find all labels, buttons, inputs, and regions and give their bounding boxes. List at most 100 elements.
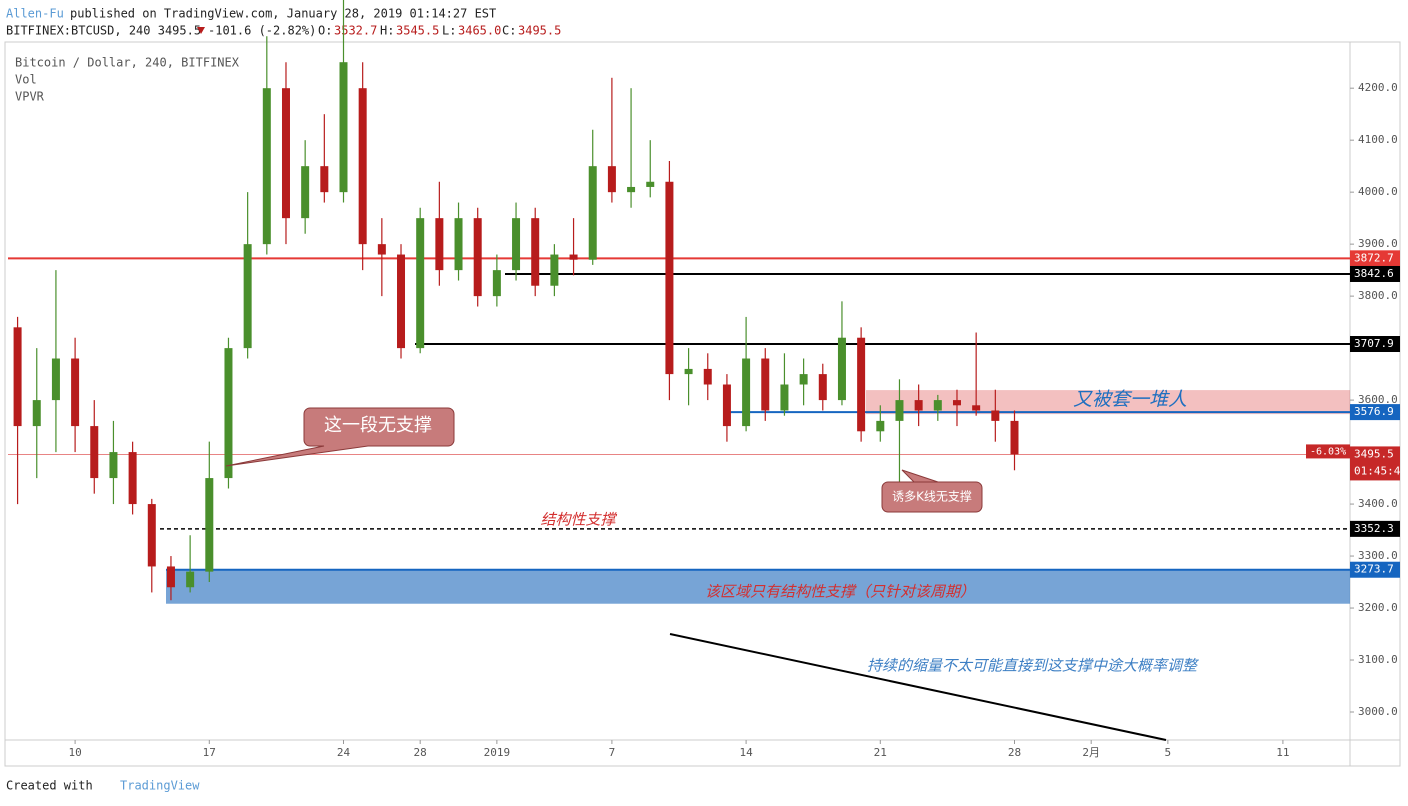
level-tag: [1350, 336, 1400, 353]
candle-body: [761, 358, 770, 411]
level-tag: [1350, 265, 1400, 282]
countdown: 01:45:40: [1354, 464, 1407, 477]
candle-body: [147, 504, 156, 567]
published: published on TradingView.com, January 28…: [70, 7, 496, 21]
candle-body: [281, 88, 290, 219]
y-tick-label: 4000.0: [1358, 185, 1398, 198]
l-label: L:: [442, 24, 456, 38]
x-tick-label: 17: [203, 746, 216, 759]
y-tick-label: 4100.0: [1358, 133, 1398, 146]
callout-text: 诱多K线无支撑: [892, 489, 972, 504]
candle-body: [492, 270, 501, 297]
x-tick-label: 28: [414, 746, 427, 759]
level-tag: [1350, 404, 1400, 421]
candle-body: [128, 452, 137, 505]
last-price-label: 3495.5: [1354, 447, 1394, 460]
candle-body: [818, 374, 827, 401]
legend-vol: Vol: [15, 73, 37, 87]
note: 持续的缩量不太可能直接到这支撑中途大概率调整: [867, 657, 1200, 675]
l-value: 3465.0: [458, 24, 501, 38]
candle-body: [512, 218, 521, 271]
note: 该区域只有结构性支撑（只针对该周期）: [705, 583, 975, 601]
x-tick-label: 2月: [1082, 746, 1100, 759]
candle-body: [454, 218, 463, 271]
footer-created: Created with: [6, 779, 93, 793]
candle-body: [90, 426, 99, 479]
candle-body: [32, 400, 41, 427]
candle-body: [224, 348, 233, 479]
level-tag-label: 3352.3: [1354, 522, 1394, 535]
level-tag: [1350, 520, 1400, 537]
candle-body: [665, 181, 674, 375]
x-tick-label: 5: [1165, 746, 1172, 759]
candle-body: [857, 337, 866, 432]
change-label: -6.03%: [1310, 446, 1346, 457]
trapped-zone: [866, 390, 1350, 415]
note: 又被套一堆人: [1073, 389, 1187, 411]
candle-body: [435, 218, 444, 271]
candle-body: [358, 88, 367, 245]
legend-vpvr: VPVR: [15, 90, 45, 104]
candle-body: [109, 452, 118, 479]
x-tick-label: 2019: [484, 746, 511, 759]
y-tick-label: 3100.0: [1358, 653, 1398, 666]
level-tag-label: 3273.7: [1354, 563, 1394, 576]
x-tick-label: 11: [1276, 746, 1289, 759]
candle-body: [71, 358, 80, 427]
x-tick-label: 10: [68, 746, 81, 759]
level-tag-label: 3707.9: [1354, 337, 1394, 350]
candle-body: [972, 405, 981, 411]
candle-body: [13, 327, 22, 427]
level-tag: [1350, 561, 1400, 578]
candle-body: [416, 218, 425, 349]
y-tick-label: 4200.0: [1358, 81, 1398, 94]
callout-text: 这一段无支撑: [324, 415, 432, 436]
candle-body: [780, 384, 789, 411]
candle-body: [627, 186, 636, 193]
y-tick-label: 3400.0: [1358, 497, 1398, 510]
y-tick-label: 3600.0: [1358, 393, 1398, 406]
candle-body: [588, 166, 597, 260]
candle-body: [166, 566, 175, 588]
candle-body: [952, 400, 961, 406]
footer-brand[interactable]: TradingView: [120, 779, 200, 793]
change: -101.6 (-2.82%): [208, 24, 316, 38]
candle-body: [205, 478, 214, 572]
author[interactable]: Allen-Fu: [6, 7, 64, 21]
c-label: C:: [502, 24, 516, 38]
support-zone: [166, 569, 1350, 604]
candle-body: [799, 374, 808, 385]
y-tick-label: 3800.0: [1358, 289, 1398, 302]
candle-body: [320, 166, 329, 193]
o-value: 3532.7: [334, 24, 377, 38]
frame: [4, 41, 1401, 767]
candle-body: [837, 337, 846, 401]
annotations: 这一段无支撑 诱多K线无支撑 结构性支撑 该区域只有结构性支撑（只针对该周期） …: [225, 389, 1200, 741]
x-tick-label: 28: [1008, 746, 1021, 759]
candle-body: [1010, 420, 1019, 455]
candle-body: [895, 400, 904, 421]
candle-body: [684, 368, 693, 375]
level-tag: [1350, 250, 1400, 267]
candle-body: [243, 244, 252, 349]
candle-body: [473, 218, 482, 297]
o-label: O:: [318, 24, 332, 38]
candle-body: [876, 420, 885, 432]
candle-body: [933, 400, 942, 411]
down-arrow: [197, 27, 205, 34]
candle-body: [339, 62, 348, 193]
candle-body: [550, 254, 559, 286]
candle-body: [569, 254, 578, 260]
x-tick-label: 14: [739, 746, 753, 759]
candle-body: [646, 181, 655, 187]
candle-body: [51, 358, 60, 401]
level-tag-label: 3576.9: [1354, 405, 1394, 418]
candle-body: [262, 88, 271, 245]
callout-bubble: [225, 407, 455, 467]
candle-body: [531, 218, 540, 286]
level-tag-label: 3842.6: [1354, 267, 1394, 280]
y-tick-label: 3300.0: [1358, 549, 1398, 562]
candle-body: [742, 358, 751, 427]
